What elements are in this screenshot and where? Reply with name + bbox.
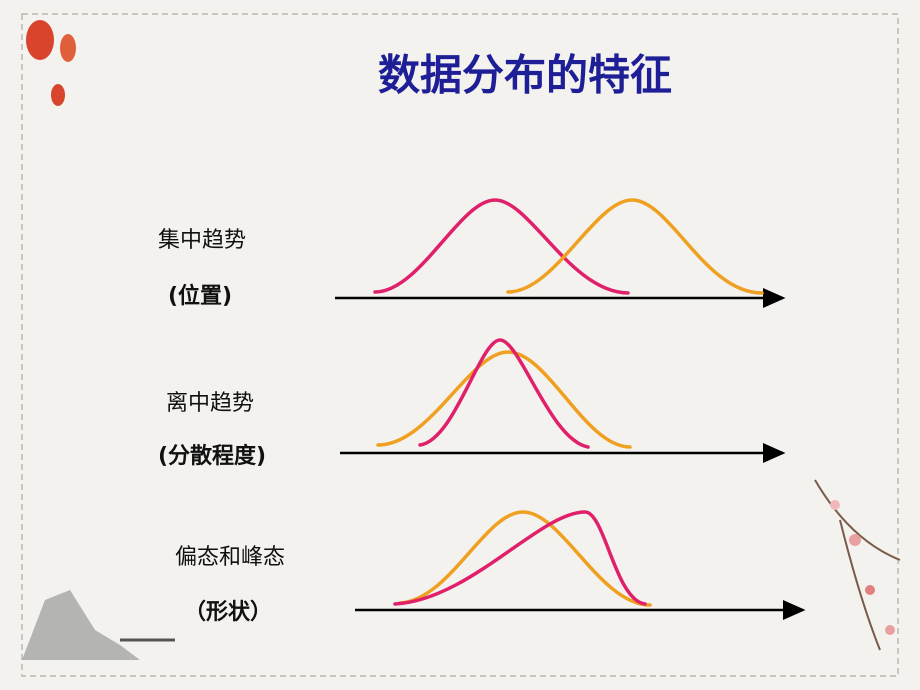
curve: [418, 338, 590, 449]
curve: [393, 510, 647, 606]
row-label: 集中趋势: [158, 228, 246, 253]
row-sublabel: (位置): [168, 283, 232, 309]
curve: [373, 198, 630, 295]
blossom-decoration: [814, 479, 901, 651]
landscape-decoration: [22, 590, 175, 660]
lantern-decoration: [26, 20, 76, 106]
row-sublabel: (分散程度): [158, 443, 266, 469]
row-label: 偏态和峰态: [175, 545, 285, 570]
row-label: 离中趋势: [166, 391, 254, 416]
frame: [21, 13, 899, 677]
curve: [376, 350, 632, 449]
curve: [398, 510, 652, 607]
row-sublabel: （形状）: [184, 600, 272, 625]
curve: [506, 198, 764, 295]
slide-title: 数据分布的特征: [378, 51, 672, 100]
